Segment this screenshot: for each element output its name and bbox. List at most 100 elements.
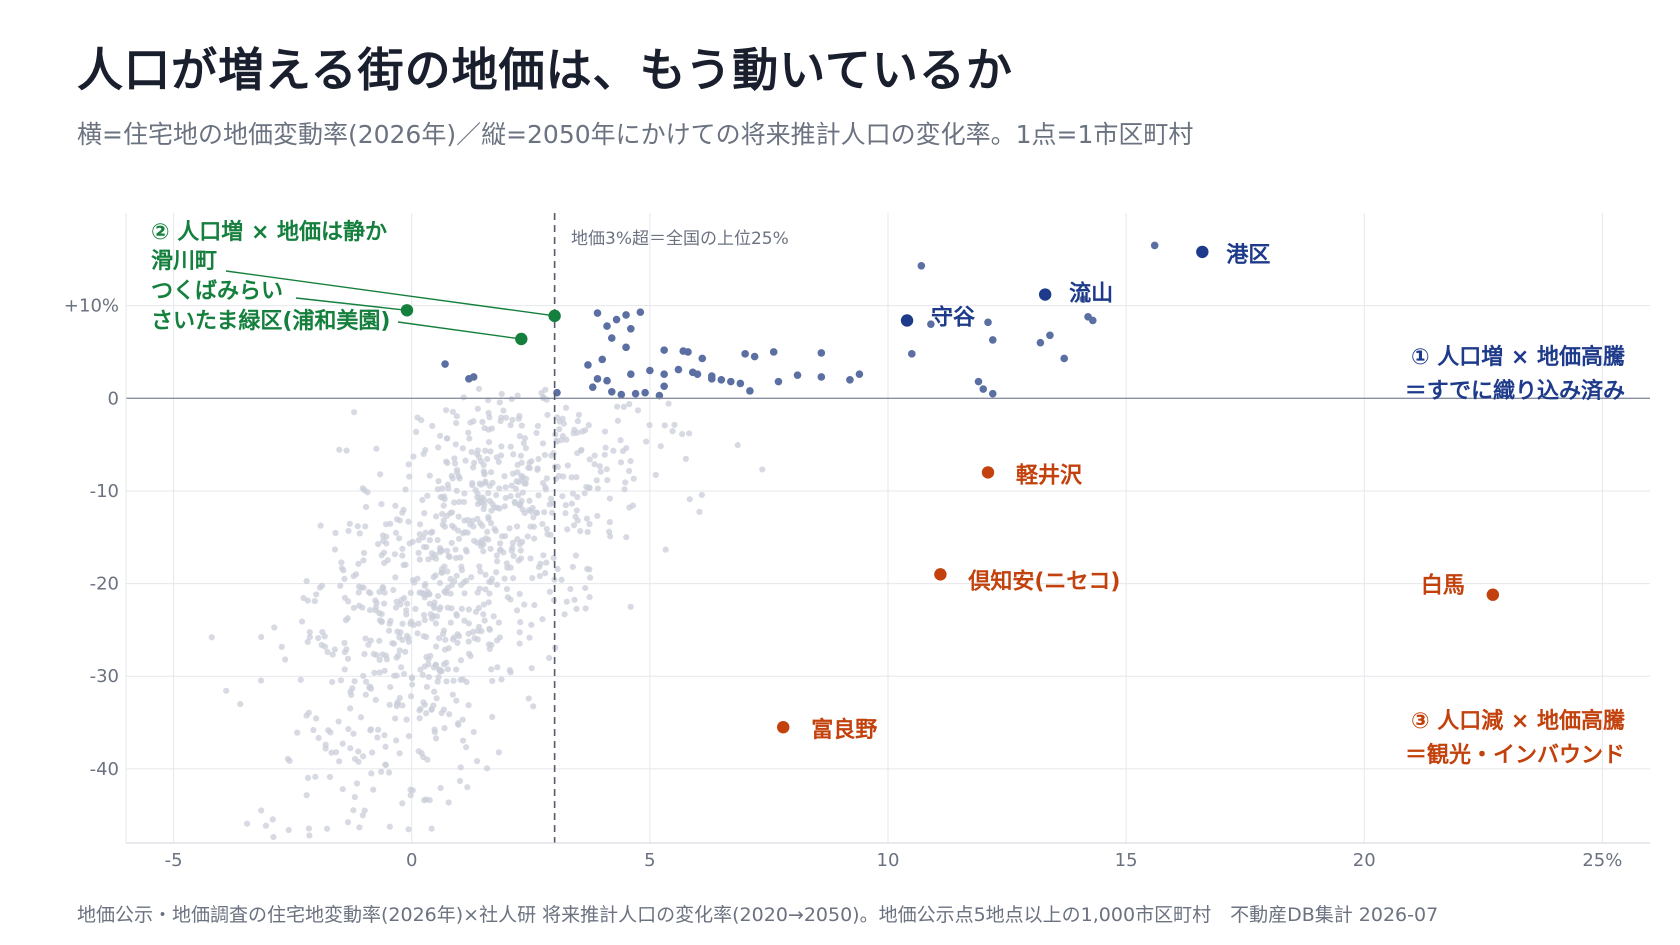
- background-point: [453, 572, 460, 579]
- background-point: [356, 824, 363, 831]
- highlight-label: 倶知安(ニセコ): [967, 568, 1120, 594]
- background-point: [562, 502, 569, 509]
- background-point: [474, 539, 481, 546]
- background-point: [543, 396, 550, 403]
- background-point: [422, 529, 429, 536]
- leader-lines: [225, 270, 555, 340]
- background-point: [355, 748, 362, 755]
- background-point: [313, 715, 320, 722]
- background-point: [508, 395, 515, 403]
- background-point: [669, 428, 676, 435]
- background-point: [496, 485, 503, 492]
- background-point: [559, 493, 566, 500]
- background-point: [392, 604, 400, 611]
- x-tick-label: -5: [165, 850, 183, 871]
- background-point: [368, 770, 375, 777]
- background-point: [416, 707, 423, 714]
- background-point: [586, 521, 593, 528]
- background-point: [533, 429, 540, 437]
- background-point: [258, 633, 265, 641]
- y-tick-label: -10: [90, 481, 119, 502]
- highlight-point: [1196, 245, 1209, 259]
- background-point: [513, 523, 521, 530]
- background-point: [428, 529, 435, 536]
- background-point: [359, 812, 366, 819]
- background-point: [515, 479, 522, 486]
- background-point: [682, 455, 689, 462]
- background-point: [484, 528, 491, 535]
- background-point: [456, 633, 463, 640]
- background-point: [418, 417, 425, 424]
- background-point: [454, 527, 462, 534]
- background-point: [425, 556, 432, 563]
- background-point: [466, 435, 473, 442]
- background-point: [572, 513, 579, 520]
- background-point: [366, 606, 374, 614]
- background-point: [355, 560, 362, 567]
- background-point: [525, 506, 533, 514]
- background-point: [319, 582, 326, 589]
- background-point: [282, 656, 289, 663]
- background-point: [419, 496, 426, 504]
- highlight-point: [1038, 288, 1052, 301]
- quadrant1-point: [593, 309, 602, 317]
- background-point: [339, 786, 346, 793]
- highlight-label: さいたま緑区(浦和美園): [151, 308, 390, 334]
- background-point: [526, 464, 533, 472]
- background-point: [448, 539, 455, 547]
- background-point: [522, 480, 529, 487]
- background-point: [517, 619, 524, 626]
- background-point: [563, 598, 570, 605]
- background-point: [446, 553, 453, 561]
- background-point: [481, 470, 488, 477]
- background-point: [415, 549, 422, 556]
- background-point: [410, 453, 417, 460]
- background-point: [329, 678, 336, 686]
- quadrant1-point: [1079, 295, 1088, 303]
- background-point: [509, 544, 516, 551]
- quadrant1-point: [627, 325, 635, 333]
- background-point: [372, 696, 379, 704]
- background-point: [568, 474, 575, 481]
- background-point: [469, 517, 476, 524]
- background-point: [484, 456, 491, 463]
- background-point: [341, 666, 348, 673]
- background-point: [369, 749, 376, 756]
- background-point: [457, 581, 465, 589]
- background-point: [507, 669, 514, 676]
- background-point: [415, 620, 422, 627]
- background-point: [223, 687, 230, 694]
- background-point: [554, 414, 561, 421]
- background-point: [441, 588, 448, 595]
- background-point: [351, 793, 358, 801]
- background-point: [518, 459, 525, 466]
- background-point: [447, 575, 454, 583]
- background-point: [399, 620, 406, 627]
- background-point: [453, 413, 460, 420]
- background-point: [501, 473, 508, 480]
- background-point: [393, 516, 401, 523]
- background-point: [468, 574, 475, 581]
- background-point: [405, 826, 412, 833]
- background-point: [481, 617, 488, 624]
- background-point: [542, 484, 549, 491]
- background-point: [422, 446, 429, 454]
- quadrant1-point: [1088, 316, 1097, 325]
- background-point: [507, 422, 514, 429]
- background-point: [456, 777, 464, 785]
- quadrant1-point: [769, 348, 778, 356]
- background-point: [304, 638, 311, 645]
- background-point: [412, 605, 419, 613]
- background-point: [465, 630, 472, 637]
- background-point: [403, 716, 410, 723]
- background-point: [341, 594, 349, 601]
- background-point: [671, 421, 678, 428]
- background-point: [416, 521, 424, 528]
- background-point: [453, 610, 460, 618]
- background-point: [405, 733, 413, 740]
- background-point: [336, 446, 343, 453]
- axes: -5 0 5 10 15 20 25% +10% 0 -10 -20 -30 -40: [64, 213, 1650, 871]
- grid-lines: [126, 213, 1650, 843]
- background-point: [441, 523, 449, 530]
- background-point: [519, 473, 527, 481]
